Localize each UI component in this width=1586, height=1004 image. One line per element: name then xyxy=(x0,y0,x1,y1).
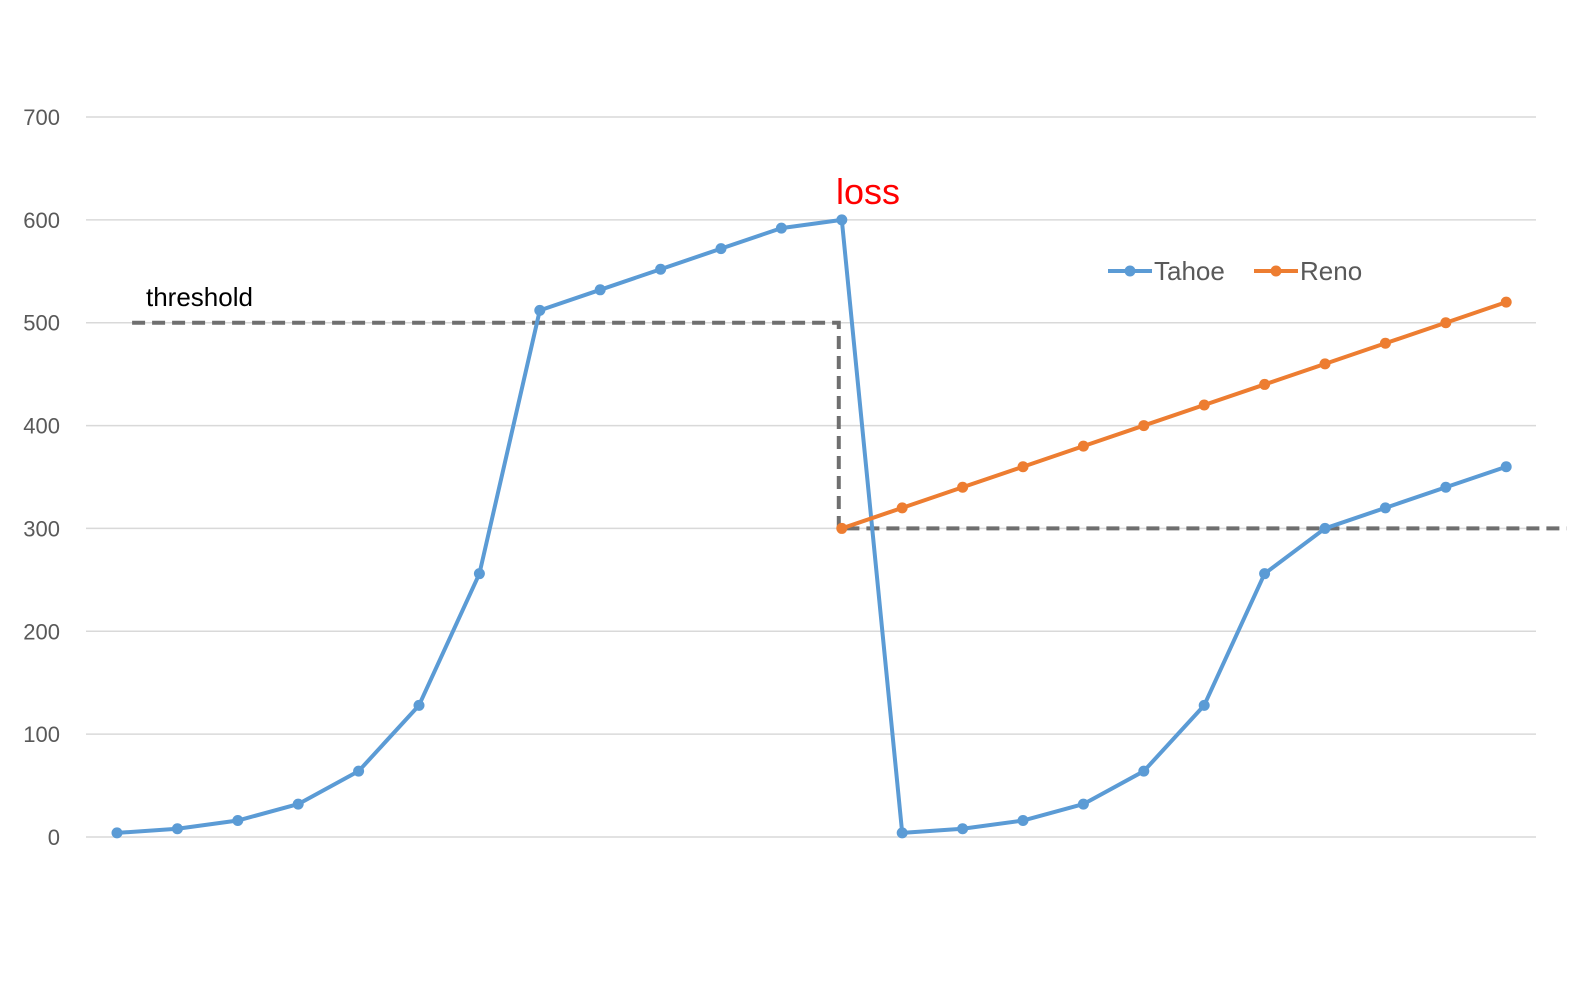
data-point-tahoe-7 xyxy=(473,568,485,580)
y-tick-label-300: 300 xyxy=(23,516,60,541)
legend: Tahoe Reno xyxy=(1108,256,1362,286)
data-point-reno-9 xyxy=(1319,358,1331,370)
y-tick-label-700: 700 xyxy=(23,105,60,130)
threshold-line xyxy=(132,320,1567,531)
data-point-tahoe-11 xyxy=(715,243,727,255)
data-point-tahoe-14 xyxy=(896,827,908,839)
data-point-tahoe-13 xyxy=(836,214,848,226)
series-tahoe xyxy=(111,214,1512,839)
y-tick-label-500: 500 xyxy=(23,311,60,336)
threshold-label: threshold xyxy=(146,282,253,312)
data-point-tahoe-17 xyxy=(1077,798,1089,810)
data-point-tahoe-6 xyxy=(413,699,425,711)
data-point-tahoe-5 xyxy=(353,765,365,777)
data-point-reno-10 xyxy=(1379,337,1391,349)
data-point-reno-1 xyxy=(836,522,848,534)
threshold-step-path xyxy=(132,320,1567,531)
data-point-tahoe-1 xyxy=(111,827,123,839)
series-layer xyxy=(111,214,1512,839)
data-point-tahoe-8 xyxy=(534,304,546,316)
y-tick-label-400: 400 xyxy=(23,414,60,439)
data-point-tahoe-24 xyxy=(1500,461,1512,473)
data-point-tahoe-21 xyxy=(1319,522,1331,534)
legend-reno-marker xyxy=(1270,265,1282,277)
data-point-tahoe-15 xyxy=(957,823,969,835)
y-tick-label-0: 0 xyxy=(48,825,60,850)
y-tick-label-600: 600 xyxy=(23,208,60,233)
data-point-reno-4 xyxy=(1017,461,1029,473)
data-point-tahoe-4 xyxy=(292,798,304,810)
data-point-tahoe-9 xyxy=(594,284,606,296)
data-point-tahoe-19 xyxy=(1198,699,1210,711)
legend-tahoe-marker xyxy=(1124,265,1136,277)
series-line-tahoe xyxy=(115,217,1509,835)
data-point-tahoe-10 xyxy=(655,263,667,275)
legend-reno-label: Reno xyxy=(1300,256,1362,286)
data-point-tahoe-20 xyxy=(1259,568,1271,580)
data-point-reno-8 xyxy=(1259,378,1271,390)
loss-annotation: loss xyxy=(836,171,900,212)
series-line-reno xyxy=(839,300,1509,531)
series-reno xyxy=(836,296,1512,534)
data-point-tahoe-2 xyxy=(171,823,183,835)
legend-tahoe-label: Tahoe xyxy=(1154,256,1225,286)
data-point-tahoe-3 xyxy=(232,815,244,827)
data-point-tahoe-18 xyxy=(1138,765,1150,777)
gridlines xyxy=(86,116,1536,838)
data-point-reno-2 xyxy=(896,502,908,514)
data-point-reno-11 xyxy=(1440,317,1452,329)
data-point-reno-6 xyxy=(1138,420,1150,432)
data-point-reno-7 xyxy=(1198,399,1210,411)
data-point-tahoe-12 xyxy=(775,222,787,234)
y-tick-label-100: 100 xyxy=(23,722,60,747)
data-point-tahoe-22 xyxy=(1379,502,1391,514)
data-point-reno-12 xyxy=(1500,296,1512,308)
data-point-tahoe-16 xyxy=(1017,815,1029,827)
data-point-reno-3 xyxy=(957,481,969,493)
data-point-reno-5 xyxy=(1077,440,1089,452)
data-point-tahoe-23 xyxy=(1440,481,1452,493)
y-tick-label-200: 200 xyxy=(23,619,60,644)
y-axis-tick-labels: 0 100 200 300 400 500 600 700 xyxy=(23,105,60,850)
